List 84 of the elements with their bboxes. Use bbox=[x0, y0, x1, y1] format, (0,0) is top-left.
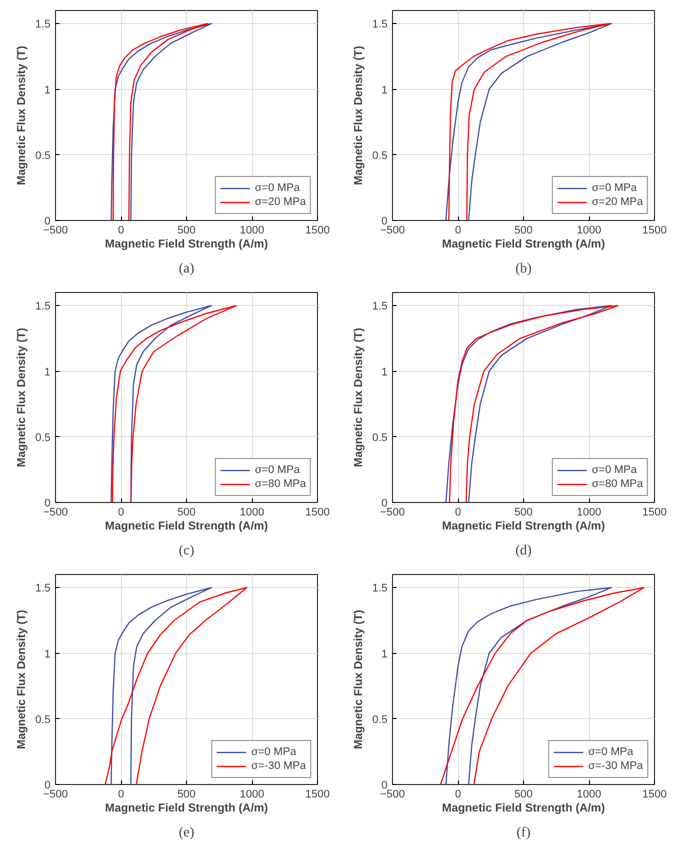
x-tick-label: −500 bbox=[43, 788, 68, 800]
y-tick-label: 0 bbox=[381, 780, 388, 792]
x-tick-label: 500 bbox=[177, 788, 196, 800]
x-tick-label: 1500 bbox=[305, 506, 330, 518]
text: (a) bbox=[178, 262, 195, 276]
legend-label: σ=20 MPa bbox=[254, 195, 306, 209]
x-axis-title: Magnetic Field Strength (A/m) bbox=[105, 238, 268, 250]
legend-label: σ=20 MPa bbox=[592, 195, 643, 209]
y-tick-label: 0 bbox=[44, 780, 51, 792]
y-tick-label: 1 bbox=[44, 648, 51, 660]
legend-label: σ=0 MPa bbox=[254, 463, 300, 477]
y-axis-title: Magnetic Flux Density (T) bbox=[353, 610, 366, 750]
x-axis-title: Magnetic Field Strength (A/m) bbox=[442, 520, 606, 532]
x-axis-title: Magnetic Field Strength (A/m) bbox=[442, 238, 606, 250]
x-tick-label: 1000 bbox=[576, 224, 602, 236]
x-tick-label: −500 bbox=[380, 788, 405, 800]
x-tick-label: 500 bbox=[177, 506, 196, 518]
x-tick-label: 0 bbox=[454, 224, 462, 236]
y-tick-label: 0.5 bbox=[372, 150, 388, 162]
x-tick-label: 1000 bbox=[576, 788, 602, 800]
x-tick-label: 500 bbox=[177, 224, 196, 236]
legend-label: σ=-30 MPa bbox=[251, 759, 306, 773]
y-tick-label: 0 bbox=[44, 498, 51, 510]
legend-label: σ=0 MPa bbox=[592, 463, 637, 477]
legend-label: σ=-30 MPa bbox=[588, 759, 643, 773]
y-tick-label: 0.5 bbox=[35, 150, 51, 162]
x-tick-label: 1000 bbox=[576, 506, 602, 518]
y-tick-label: 1 bbox=[44, 366, 51, 378]
y-axis-title: Magnetic Flux Density (T) bbox=[353, 328, 366, 468]
text: (f) bbox=[516, 826, 531, 840]
x-tick-label: −500 bbox=[380, 506, 405, 518]
y-tick-label: 1.5 bbox=[372, 300, 388, 313]
x-tick-label: −500 bbox=[43, 506, 68, 518]
y-tick-label: 1 bbox=[381, 648, 388, 660]
y-tick-label: 0 bbox=[381, 216, 388, 228]
x-tick-label: 1000 bbox=[240, 506, 264, 518]
text: (c) bbox=[178, 544, 195, 558]
y-tick-label: 1.5 bbox=[35, 582, 51, 595]
legend-label: σ=0 MPa bbox=[251, 745, 296, 759]
y-tick-label: 1.5 bbox=[372, 582, 388, 595]
x-tick-label: −500 bbox=[43, 224, 68, 236]
x-tick-label: −500 bbox=[380, 224, 405, 236]
legend-label: σ=80 MPa bbox=[254, 477, 306, 491]
y-tick-label: 1 bbox=[381, 366, 388, 378]
y-tick-label: 1.5 bbox=[372, 18, 388, 31]
x-tick-label: 1500 bbox=[305, 788, 330, 800]
y-tick-label: 1.5 bbox=[35, 18, 51, 31]
y-axis-title: Magnetic Flux Density (T) bbox=[16, 328, 28, 468]
legend-label: σ=80 MPa bbox=[592, 477, 643, 491]
legend-label: σ=0 MPa bbox=[588, 745, 634, 759]
y-tick-label: 0 bbox=[44, 216, 51, 228]
x-tick-label: 1500 bbox=[305, 224, 330, 236]
x-tick-label: 0 bbox=[118, 224, 124, 236]
x-tick-label: 1000 bbox=[240, 224, 264, 236]
x-tick-label: 0 bbox=[454, 788, 462, 800]
x-tick-label: 500 bbox=[514, 788, 533, 800]
legend-label: σ=0 MPa bbox=[592, 181, 637, 195]
x-tick-label: 0 bbox=[118, 506, 124, 518]
text: (b) bbox=[515, 262, 532, 276]
y-axis-title: Magnetic Flux Density (T) bbox=[353, 46, 366, 186]
x-tick-label: 1500 bbox=[642, 506, 667, 518]
legend-label: σ=0 MPa bbox=[254, 181, 300, 195]
x-tick-label: 0 bbox=[454, 506, 462, 518]
x-tick-label: 500 bbox=[514, 224, 533, 236]
x-tick-label: 500 bbox=[514, 506, 533, 518]
x-axis-title: Magnetic Field Strength (A/m) bbox=[442, 802, 606, 814]
text: (d) bbox=[515, 544, 532, 558]
y-tick-label: 0.5 bbox=[35, 714, 51, 726]
y-tick-label: 1 bbox=[44, 84, 51, 96]
y-axis-title: Magnetic Flux Density (T) bbox=[16, 46, 28, 186]
x-axis-title: Magnetic Field Strength (A/m) bbox=[105, 520, 268, 532]
text: (e) bbox=[178, 826, 195, 840]
y-tick-label: 1.5 bbox=[35, 300, 51, 313]
x-tick-label: 1500 bbox=[642, 224, 667, 236]
x-tick-label: 1000 bbox=[240, 788, 264, 800]
y-tick-label: 0 bbox=[381, 498, 388, 510]
y-tick-label: 0.5 bbox=[35, 432, 51, 444]
x-axis-title: Magnetic Field Strength (A/m) bbox=[105, 802, 268, 814]
x-tick-label: 0 bbox=[118, 788, 124, 800]
y-tick-label: 0.5 bbox=[372, 714, 388, 726]
y-axis-title: Magnetic Flux Density (T) bbox=[16, 610, 28, 750]
x-tick-label: 1500 bbox=[642, 788, 667, 800]
y-tick-label: 0.5 bbox=[372, 432, 388, 444]
y-tick-label: 1 bbox=[381, 84, 388, 96]
